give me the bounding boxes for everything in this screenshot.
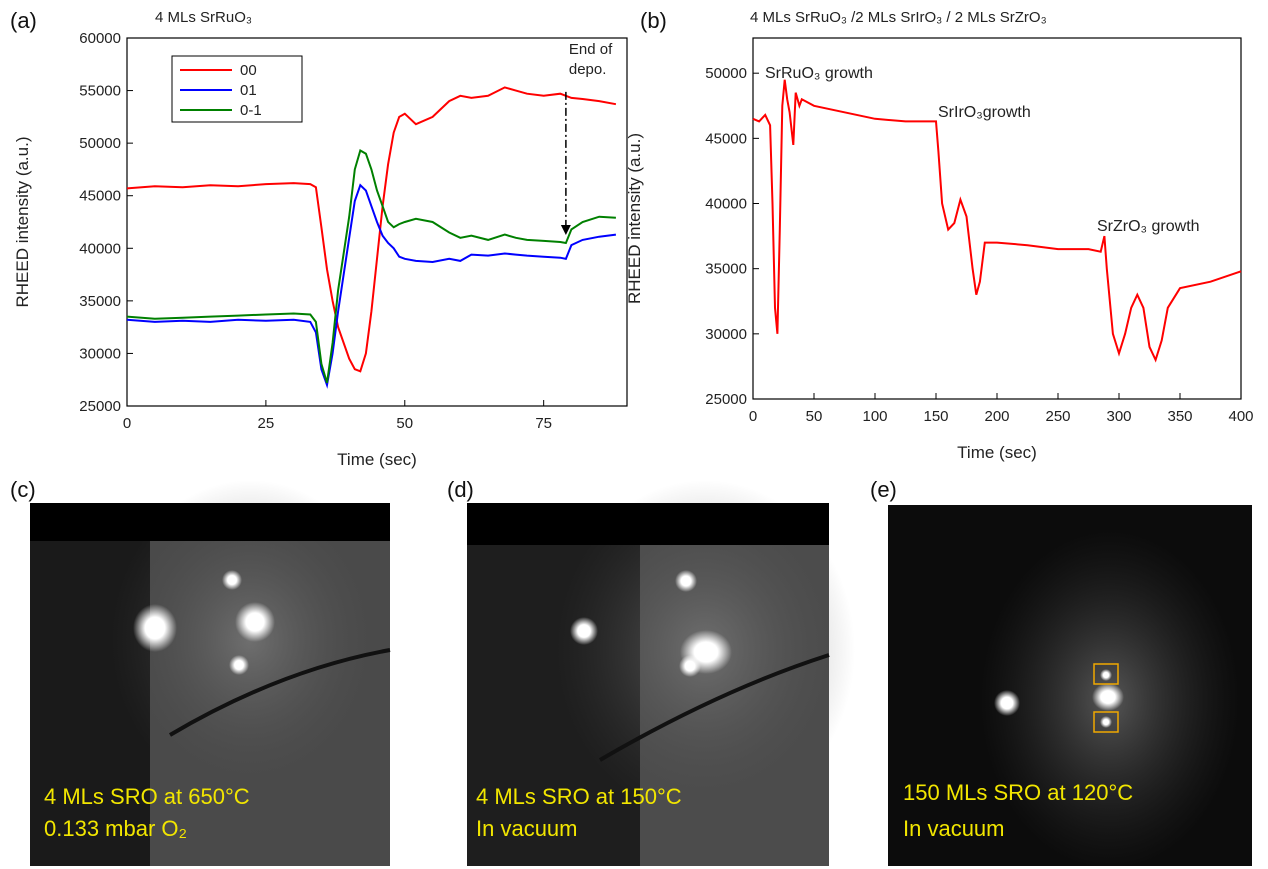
panel-label: (d) bbox=[447, 477, 474, 502]
y-tick-label: 30000 bbox=[705, 326, 747, 343]
annotation: SrZrO₃ growth bbox=[1097, 218, 1200, 235]
series-line bbox=[126, 183, 617, 389]
series-line bbox=[126, 86, 617, 373]
y-tick-label: 30000 bbox=[79, 345, 121, 362]
image-caption: 4 MLs SRO at 150°C bbox=[476, 784, 682, 809]
annotation: End of bbox=[569, 41, 613, 58]
y-axis-label: RHEED intensity (a.u.) bbox=[13, 137, 32, 308]
x-tick-label: 25 bbox=[258, 415, 275, 432]
x-tick-label: 100 bbox=[862, 408, 887, 425]
image-caption: 0.133 mbar O₂ bbox=[44, 816, 187, 841]
x-tick-label: 50 bbox=[396, 415, 413, 432]
x-tick-label: 150 bbox=[923, 408, 948, 425]
rheed-image-e bbox=[888, 505, 1252, 869]
x-tick-label: 0 bbox=[749, 408, 757, 425]
x-axis-label: Time (sec) bbox=[957, 443, 1037, 462]
panel-label: (b) bbox=[640, 8, 667, 33]
y-tick-label: 40000 bbox=[705, 196, 747, 213]
image-caption: 150 MLs SRO at 120°C bbox=[903, 780, 1133, 805]
image-caption: In vacuum bbox=[903, 816, 1005, 841]
rheed-image-c bbox=[30, 480, 391, 866]
x-tick-label: 250 bbox=[1045, 408, 1070, 425]
y-tick-label: 50000 bbox=[79, 135, 121, 152]
panel-label: (a) bbox=[10, 8, 37, 33]
x-tick-label: 200 bbox=[984, 408, 1009, 425]
y-tick-label: 55000 bbox=[79, 83, 121, 100]
image-caption: In vacuum bbox=[476, 816, 578, 841]
series-line bbox=[126, 149, 616, 384]
x-tick-label: 300 bbox=[1106, 408, 1131, 425]
y-tick-label: 35000 bbox=[79, 293, 121, 310]
panel-label: (c) bbox=[10, 477, 36, 502]
legend-label: 00 bbox=[240, 62, 257, 79]
annotation: SrRuO₃ growth bbox=[765, 65, 873, 82]
rheed-image-d bbox=[467, 480, 855, 866]
y-tick-label: 25000 bbox=[705, 391, 747, 408]
y-tick-label: 45000 bbox=[705, 130, 747, 147]
annotation-arrowhead bbox=[560, 225, 571, 236]
y-tick-label: 45000 bbox=[79, 188, 121, 205]
annotation: SrIrO₃growth bbox=[938, 104, 1031, 121]
annotation: depo. bbox=[569, 61, 607, 78]
x-tick-label: 350 bbox=[1167, 408, 1192, 425]
x-tick-label: 50 bbox=[806, 408, 823, 425]
x-tick-label: 0 bbox=[123, 415, 131, 432]
x-axis-label: Time (sec) bbox=[337, 450, 417, 469]
y-axis-label: RHEED intensity (a.u.) bbox=[625, 133, 644, 304]
x-tick-label: 400 bbox=[1228, 408, 1253, 425]
y-tick-label: 50000 bbox=[705, 65, 747, 82]
chart-title: 4 MLs SrRuO₃ /2 MLs SrIrO₃ / 2 MLs SrZrO… bbox=[750, 9, 1047, 26]
y-tick-label: 25000 bbox=[79, 398, 121, 415]
series-line bbox=[752, 79, 1242, 363]
legend-label: 0-1 bbox=[240, 102, 262, 119]
y-tick-label: 35000 bbox=[705, 261, 747, 278]
image-caption: 4 MLs SRO at 650°C bbox=[44, 784, 250, 809]
y-tick-label: 60000 bbox=[79, 30, 121, 47]
plot-frame bbox=[126, 37, 628, 407]
y-tick-label: 40000 bbox=[79, 240, 121, 257]
legend-label: 01 bbox=[240, 82, 257, 99]
x-tick-label: 75 bbox=[535, 415, 552, 432]
chart-title: 4 MLs SrRuO₃ bbox=[155, 9, 252, 26]
panel-label: (e) bbox=[870, 477, 897, 502]
